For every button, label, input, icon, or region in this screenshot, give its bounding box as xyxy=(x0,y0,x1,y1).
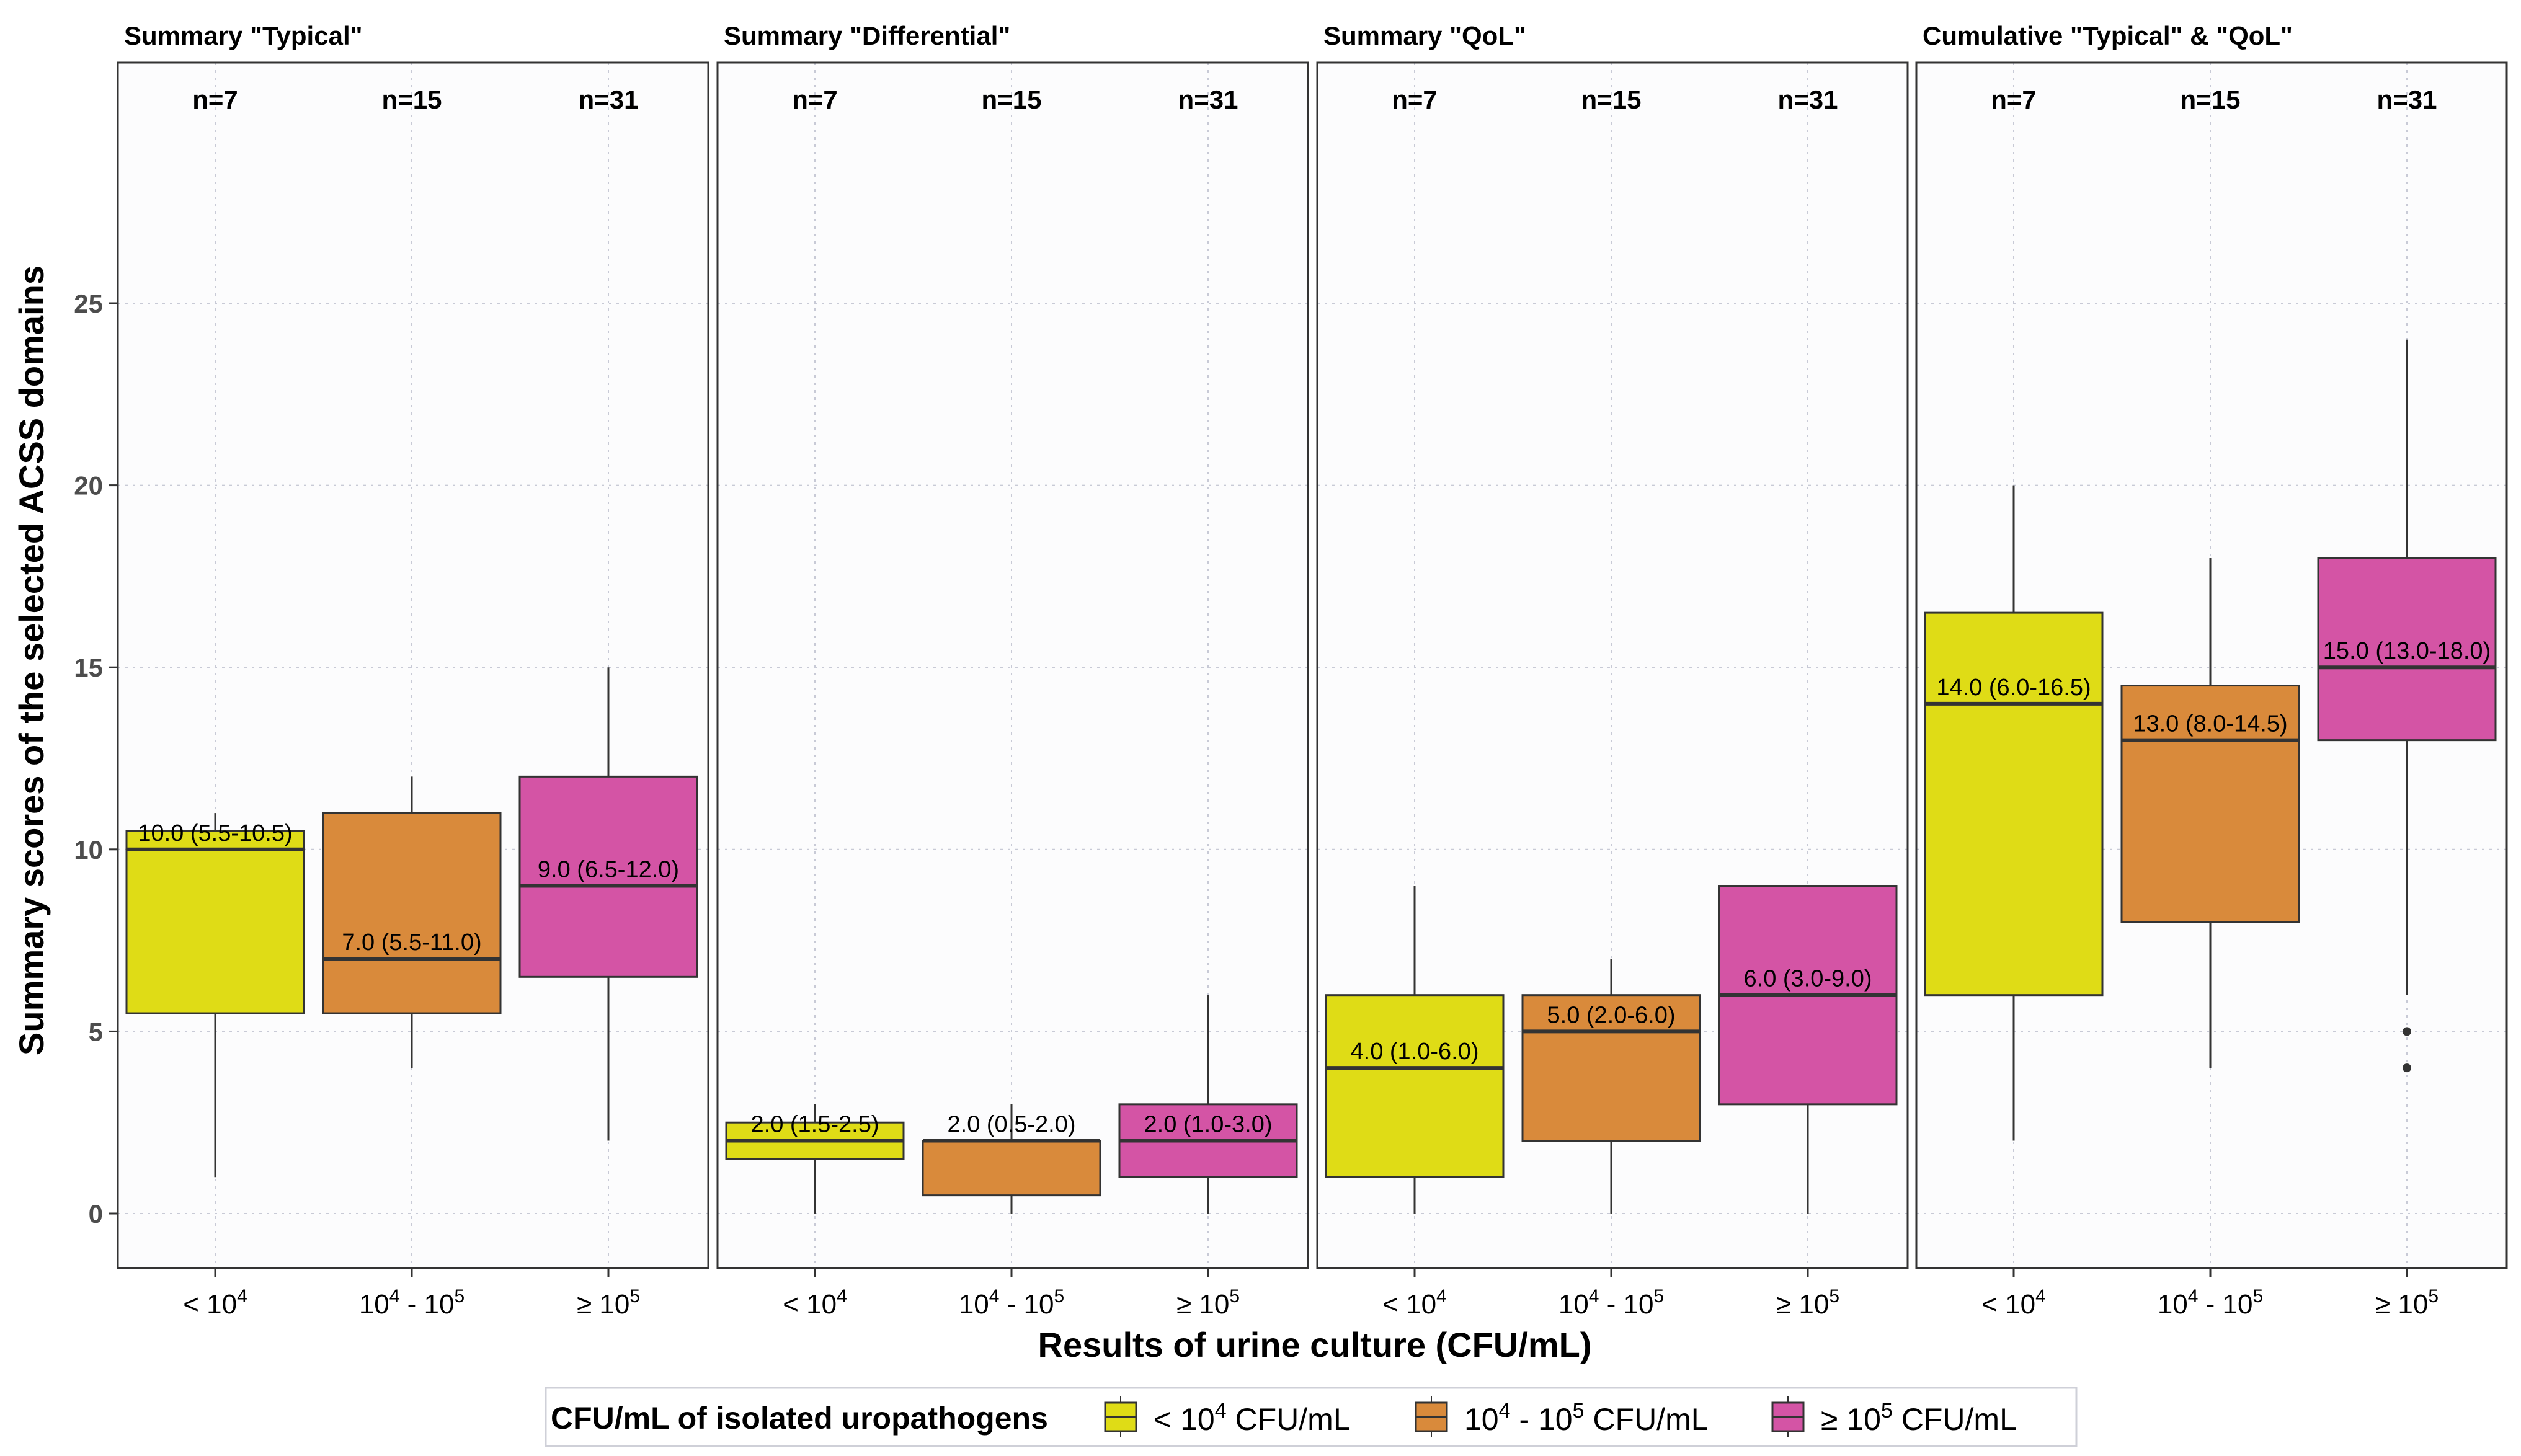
facet-panel: Summary "Typical" 10.0 (5.5-10.5) n=7 < 104… xyxy=(117,21,709,1320)
median-label: 9.0 (6.5-12.0) xyxy=(538,857,679,883)
facet-title: Cumulative "Typical" & "QoL" xyxy=(1923,21,2293,50)
facet-panel: Summary "QoL" 4.0 (1.0-6.0) n=7 < 104 5.0 (2… xyxy=(1316,21,1909,1320)
x-tick-label: ≥ 105 xyxy=(577,1286,640,1320)
n-label: n=15 xyxy=(2181,85,2241,114)
legend: CFU/mL of isolated uropathogens < 104 CFU… xyxy=(545,1387,2078,1447)
n-label: n=15 xyxy=(982,85,1042,114)
box xyxy=(1521,994,1701,1142)
n-label: n=15 xyxy=(382,85,442,114)
n-label: n=31 xyxy=(1778,85,1838,114)
median-label: 7.0 (5.5-11.0) xyxy=(342,930,481,956)
x-tick-label: < 104 xyxy=(1981,1286,2046,1320)
panel-border xyxy=(117,61,709,1269)
median-label: 2.0 (1.5-2.5) xyxy=(751,1112,879,1138)
legend-label: ≥ 105 CFU/mL xyxy=(1821,1399,2017,1437)
box xyxy=(2317,557,2497,742)
legend-title: CFU/mL of isolated uropathogens xyxy=(551,1401,1048,1436)
facet-title: Summary "Differential" xyxy=(724,21,1010,50)
n-label: n=31 xyxy=(2377,85,2437,114)
x-tick-label: < 104 xyxy=(1382,1286,1447,1320)
panel-background xyxy=(118,63,708,1268)
box xyxy=(518,775,698,978)
n-label: n=7 xyxy=(192,85,238,114)
y-tick-label: 10 xyxy=(74,835,103,864)
facet-title: Summary "QoL" xyxy=(1323,21,1526,50)
n-label: n=31 xyxy=(579,85,639,114)
median-label: 13.0 (8.0-14.5) xyxy=(2133,711,2287,737)
y-tick-label: 20 xyxy=(74,471,103,500)
median-label: 2.0 (1.0-3.0) xyxy=(1144,1112,1273,1138)
panel-border xyxy=(1915,61,2508,1269)
box xyxy=(922,1140,1101,1197)
y-tick-label: 0 xyxy=(89,1199,103,1228)
median-label: 4.0 (1.0-6.0) xyxy=(1351,1039,1479,1065)
median-label: 5.0 (2.0-6.0) xyxy=(1547,1002,1676,1028)
median-label: 15.0 (13.0-18.0) xyxy=(2323,638,2491,664)
y-tick-label: 5 xyxy=(89,1017,103,1046)
facet-panel: Summary "Differential" 2.0 (1.5-2.5) n=7 < … xyxy=(716,21,1309,1320)
x-tick-label: ≥ 105 xyxy=(1176,1286,1240,1320)
x-tick-label: 104 - 105 xyxy=(959,1286,1064,1320)
legend-item: < 104 CFU/mL xyxy=(1104,1396,1351,1437)
median-label: 6.0 (3.0-9.0) xyxy=(1744,966,1872,992)
n-label: n=7 xyxy=(1392,85,1438,114)
legend-label: < 104 CFU/mL xyxy=(1154,1399,1351,1437)
box xyxy=(322,812,502,1014)
y-tick-label: 25 xyxy=(74,289,103,318)
panel-background xyxy=(718,63,1308,1268)
n-label: n=7 xyxy=(1991,85,2037,114)
y-axis-title: Summary scores of the selected ACSS doma… xyxy=(12,265,51,1055)
box xyxy=(2120,685,2300,923)
x-tick-label: ≥ 105 xyxy=(1776,1286,1839,1320)
facet-panel: Cumulative "Typical" & "QoL" 14.0 (6.0-16… xyxy=(1915,21,2508,1320)
n-label: n=31 xyxy=(1178,85,1238,114)
median-label: 14.0 (6.0-16.5) xyxy=(1936,675,2091,701)
x-tick-label: 104 - 105 xyxy=(2158,1286,2263,1320)
n-label: n=7 xyxy=(792,85,838,114)
legend-box xyxy=(545,1387,2078,1447)
median-label: 10.0 (5.5-10.5) xyxy=(138,820,292,846)
x-tick-label: 104 - 105 xyxy=(359,1286,465,1320)
outlier-point xyxy=(2403,1027,2411,1036)
legend-label: 104 - 105 CFU/mL xyxy=(1464,1399,1709,1437)
legend-item: ≥ 105 CFU/mL xyxy=(1771,1396,2017,1437)
facet-panels: Summary "Typical" 10.0 (5.5-10.5) n=7 < 104… xyxy=(117,21,2508,1320)
legend-item: 104 - 105 CFU/mL xyxy=(1415,1396,1709,1437)
box xyxy=(1325,994,1505,1178)
x-tick-label: < 104 xyxy=(183,1286,247,1320)
y-axis: 0 5 10 15 20 25 xyxy=(74,289,118,1228)
x-tick-label: < 104 xyxy=(783,1286,847,1320)
x-axis-title: Results of urine culture (CFU/mL) xyxy=(1038,1325,1592,1364)
panel-border xyxy=(1316,61,1909,1269)
x-tick-label: ≥ 105 xyxy=(2375,1286,2439,1320)
box xyxy=(1924,611,2104,997)
panel-border xyxy=(716,61,1309,1269)
x-tick-label: 104 - 105 xyxy=(1558,1286,1664,1320)
y-tick-label: 15 xyxy=(74,653,103,682)
n-label: n=15 xyxy=(1581,85,1642,114)
outlier-point xyxy=(2403,1063,2411,1073)
box xyxy=(125,830,305,1014)
facet-title: Summary "Typical" xyxy=(124,21,363,50)
median-label: 2.0 (0.5-2.0) xyxy=(948,1112,1076,1138)
